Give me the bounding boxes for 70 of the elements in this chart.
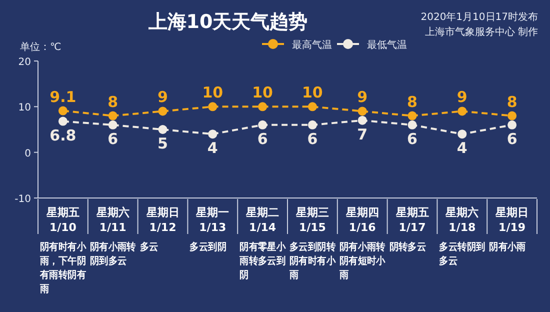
point: [358, 106, 367, 116]
point: [108, 120, 118, 130]
data-label: 4: [456, 139, 468, 158]
text: 2020年1月10日17时发布: [420, 12, 538, 23]
text: 阴有时有小雨，下午阴有雨转阴有雨: [39, 241, 90, 295]
point: [458, 106, 467, 116]
data-label: 9: [158, 88, 168, 106]
x-tick-label: 星期日 1/12: [145, 206, 180, 234]
data-label: 10: [302, 84, 323, 102]
text: 多云转阴到多云: [439, 241, 490, 267]
point: [508, 111, 517, 120]
data-label: 6: [257, 130, 268, 148]
data-label: 6: [407, 130, 418, 148]
data-label: 6: [307, 130, 318, 148]
data-label: 4: [207, 139, 218, 158]
text: 多云: [140, 241, 160, 253]
text: 上海市气象服务中心 制作: [424, 27, 538, 38]
data-label: 10: [202, 84, 224, 102]
y-tick-label: 20: [18, 57, 31, 68]
data-label: 8: [407, 92, 418, 111]
y-tick-label: -10: [14, 194, 31, 205]
data-label: 6: [108, 130, 118, 148]
data-label: 8: [506, 92, 518, 111]
x-tick-label: 星期六 1/18: [444, 206, 479, 234]
point: [108, 111, 118, 120]
x-tick-label: 星期六 1/11: [95, 206, 130, 234]
point: [158, 125, 168, 134]
legend-label: 最低气温: [367, 39, 407, 51]
text: 阴有小雨转阴有短时小雨: [338, 241, 390, 281]
data-label: 7: [357, 125, 368, 144]
point: [408, 111, 417, 120]
point: [58, 116, 68, 126]
point: [208, 102, 218, 112]
text: 阴有小雨: [489, 241, 530, 253]
data-label: 5: [158, 134, 168, 152]
point: [408, 120, 417, 130]
data-label: 9.1: [50, 88, 76, 106]
legend-label: 最高气温: [292, 39, 332, 51]
point: [58, 106, 68, 116]
x-tick-label: 星期日 1/19: [494, 206, 529, 234]
x-tick-label: 星期五 1/17: [394, 206, 429, 234]
data-label: 6: [506, 130, 518, 148]
x-tick-label: 星期四 1/16: [344, 206, 379, 234]
data-label: 9: [357, 88, 368, 106]
text: 阴转多云: [389, 241, 430, 253]
x-tick-label: 星期二 1/14: [245, 206, 280, 234]
point: [308, 120, 317, 130]
text: 阴有零星小雨转多云到阴: [238, 241, 290, 281]
point: [258, 102, 268, 112]
data-label: 10: [252, 84, 273, 102]
y-tick-label: 0: [24, 148, 31, 160]
data-label: 8: [108, 92, 118, 111]
text: 多云到阴: [190, 241, 230, 253]
data-label: 6.8: [50, 126, 76, 144]
point: [158, 106, 168, 116]
point: [508, 120, 517, 130]
text: 多云到阴转阴有时有小雨: [288, 241, 340, 281]
point: [358, 116, 367, 125]
point: [208, 130, 218, 139]
text: 阴有小雨转阴到多云: [90, 241, 140, 267]
y-axis-title: 单位：℃: [20, 41, 62, 53]
y-tick-label: 10: [18, 102, 31, 114]
point: [258, 120, 268, 130]
x-tick-label: 星期五 1/10: [45, 206, 80, 234]
chart-title: 上海10天天气趋势: [147, 11, 308, 33]
point: [308, 102, 317, 112]
point: [458, 130, 467, 139]
x-tick-label: 星期三 1/15: [294, 206, 329, 234]
x-tick-label: 星期一 1/13: [195, 206, 230, 234]
data-label: 9: [456, 88, 468, 106]
